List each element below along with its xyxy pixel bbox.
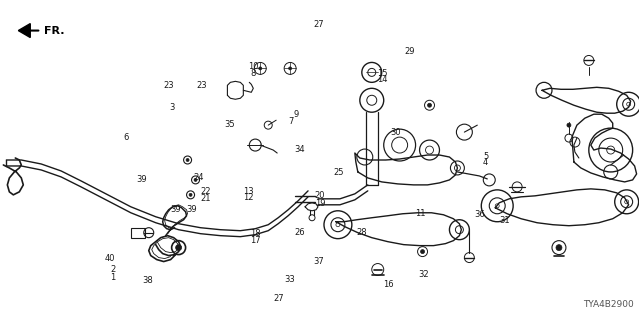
Circle shape — [189, 193, 192, 196]
Text: 39: 39 — [170, 205, 180, 214]
Text: 9: 9 — [294, 110, 299, 119]
Text: FR.: FR. — [44, 26, 65, 36]
Text: 11: 11 — [415, 209, 426, 218]
Text: 21: 21 — [200, 194, 211, 203]
Text: 17: 17 — [250, 236, 260, 245]
Text: 13: 13 — [243, 187, 254, 196]
Text: 36: 36 — [474, 210, 484, 219]
Text: TYA4B2900: TYA4B2900 — [583, 300, 634, 309]
Text: 27: 27 — [273, 294, 284, 303]
Text: 28: 28 — [356, 228, 367, 237]
Text: 1: 1 — [110, 273, 116, 282]
Text: 7: 7 — [289, 117, 294, 126]
Circle shape — [186, 158, 189, 162]
Circle shape — [259, 67, 262, 70]
Text: 37: 37 — [314, 257, 324, 266]
Text: 23: 23 — [164, 81, 174, 90]
Text: 8: 8 — [250, 69, 256, 78]
Text: 31: 31 — [499, 216, 510, 225]
Circle shape — [428, 103, 431, 107]
Text: 5: 5 — [483, 152, 488, 161]
Text: 4: 4 — [483, 158, 488, 167]
Text: 16: 16 — [383, 280, 394, 289]
Text: 24: 24 — [194, 173, 204, 182]
Text: 39: 39 — [186, 205, 196, 214]
Text: 19: 19 — [315, 198, 325, 207]
Text: 30: 30 — [390, 128, 401, 137]
Text: 15: 15 — [377, 69, 388, 78]
Text: 6: 6 — [123, 132, 129, 141]
Text: 2: 2 — [110, 265, 116, 275]
Text: 39: 39 — [136, 175, 147, 184]
Text: 22: 22 — [200, 188, 211, 196]
Text: 38: 38 — [143, 276, 154, 285]
Text: 23: 23 — [197, 81, 207, 90]
Text: 20: 20 — [315, 191, 325, 200]
Circle shape — [567, 123, 571, 127]
Text: 33: 33 — [285, 275, 296, 284]
Circle shape — [194, 179, 197, 181]
Text: 10: 10 — [248, 61, 259, 70]
Circle shape — [289, 67, 292, 70]
Text: 35: 35 — [224, 120, 235, 129]
Text: 25: 25 — [334, 168, 344, 177]
Circle shape — [556, 244, 562, 251]
Text: 18: 18 — [250, 229, 260, 238]
Text: 34: 34 — [294, 145, 305, 154]
Circle shape — [175, 244, 182, 251]
Text: 29: 29 — [404, 46, 415, 56]
Text: 14: 14 — [377, 75, 388, 84]
Text: 40: 40 — [104, 254, 115, 263]
Text: 27: 27 — [314, 20, 324, 29]
Polygon shape — [19, 24, 30, 37]
Text: 32: 32 — [418, 269, 429, 279]
Text: 12: 12 — [243, 193, 254, 202]
Circle shape — [420, 250, 424, 253]
Text: 3: 3 — [170, 103, 175, 112]
Text: 26: 26 — [294, 228, 305, 237]
